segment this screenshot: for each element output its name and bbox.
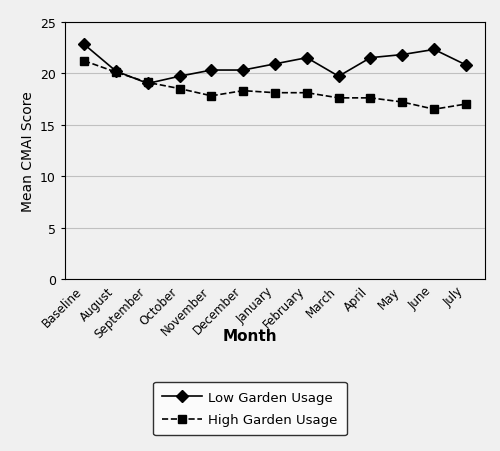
Line: High Garden Usage: High Garden Usage [80,57,470,114]
Low Garden Usage [81,42,87,48]
Low Garden Usage [208,68,214,74]
Low Garden Usage [240,68,246,74]
Low Garden Usage [304,56,310,61]
Text: Month: Month [222,328,278,344]
High Garden Usage [113,70,119,76]
Low Garden Usage [463,63,469,69]
Low Garden Usage [431,48,437,53]
Low Garden Usage [176,74,182,80]
High Garden Usage [304,91,310,96]
Low Garden Usage [368,56,374,61]
High Garden Usage [431,107,437,113]
High Garden Usage [208,94,214,99]
Low Garden Usage [336,74,342,80]
High Garden Usage [240,89,246,94]
Low Garden Usage [272,62,278,67]
High Garden Usage [176,87,182,92]
Y-axis label: Mean CMAI Score: Mean CMAI Score [20,91,34,212]
Low Garden Usage [144,82,150,87]
High Garden Usage [368,96,374,101]
High Garden Usage [144,81,150,86]
High Garden Usage [81,59,87,64]
High Garden Usage [400,100,406,106]
High Garden Usage [336,96,342,101]
Low Garden Usage [113,69,119,74]
Legend: Low Garden Usage, High Garden Usage: Low Garden Usage, High Garden Usage [153,382,347,435]
Line: Low Garden Usage: Low Garden Usage [80,41,470,88]
Low Garden Usage [400,53,406,58]
High Garden Usage [272,91,278,96]
High Garden Usage [463,102,469,107]
